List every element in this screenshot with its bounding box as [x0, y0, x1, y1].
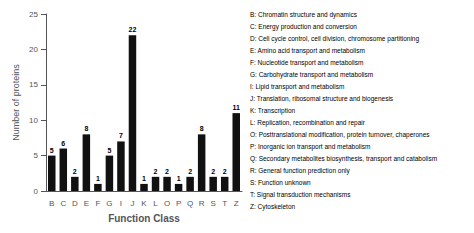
svg-text:D: Cell cycle control, cell di: D: Cell cycle control, cell division, ch…	[250, 35, 419, 43]
svg-text:0: 0	[34, 187, 39, 196]
svg-text:J: J	[130, 199, 134, 208]
svg-text:Z: Cytoskeleton: Z: Cytoskeleton	[250, 203, 296, 211]
svg-text:B: B	[49, 199, 54, 208]
svg-text:2: 2	[211, 168, 215, 175]
svg-text:22: 22	[129, 26, 137, 33]
svg-text:C: C	[60, 199, 66, 208]
svg-text:1: 1	[96, 175, 100, 182]
svg-text:5: 5	[107, 147, 111, 154]
svg-text:K: Transcription: K: Transcription	[250, 107, 296, 115]
svg-text:C: Energy production and conve: C: Energy production and conversion	[250, 23, 357, 31]
svg-text:F: Nucleotide transport and me: F: Nucleotide transport and metabolism	[250, 59, 363, 67]
svg-text:G: Carbohydrate transport and: G: Carbohydrate transport and metabolism	[250, 71, 373, 79]
svg-text:11: 11	[233, 104, 241, 111]
svg-text:1: 1	[177, 175, 181, 182]
svg-text:7: 7	[119, 132, 123, 139]
svg-text:8: 8	[200, 125, 204, 132]
svg-text:E: E	[84, 199, 89, 208]
svg-text:20: 20	[29, 45, 38, 54]
svg-text:I: Lipid transport and metabol: I: Lipid transport and metabolism	[250, 83, 344, 91]
svg-text:Q: Q	[187, 199, 193, 208]
svg-text:S: S	[211, 199, 216, 208]
svg-text:S: Function unknown: S: Function unknown	[250, 179, 311, 186]
svg-text:25: 25	[29, 10, 38, 19]
svg-text:F: F	[95, 199, 100, 208]
svg-text:8: 8	[84, 125, 88, 132]
svg-text:E: Amino acid transport and me: E: Amino acid transport and metabolism	[250, 47, 365, 55]
svg-text:5: 5	[34, 151, 39, 160]
svg-text:D: D	[72, 199, 78, 208]
svg-text:Number of proteins: Number of proteins	[11, 64, 21, 141]
svg-text:1: 1	[142, 175, 146, 182]
svg-text:G: G	[106, 199, 112, 208]
svg-text:5: 5	[50, 147, 54, 154]
svg-text:T: Signal transduction mechani: T: Signal transduction mechanisms	[250, 191, 351, 199]
svg-text:R: General function prediction: R: General function prediction only	[250, 167, 350, 175]
svg-text:10: 10	[29, 116, 38, 125]
svg-text:P: Inorganic ion transport and: P: Inorganic ion transport and metabolis…	[250, 143, 370, 151]
svg-text:B: Chromatin structure and dyn: B: Chromatin structure and dynamics	[250, 11, 358, 19]
svg-text:J: Translation, ribosomal stru: J: Translation, ribosomal structure and …	[250, 95, 394, 103]
svg-text:15: 15	[29, 80, 38, 89]
svg-text:R: R	[199, 199, 205, 208]
svg-text:Function Class: Function Class	[108, 213, 180, 224]
svg-text:T: T	[222, 199, 227, 208]
svg-text:P: P	[176, 199, 181, 208]
svg-text:L: L	[153, 199, 158, 208]
svg-text:2: 2	[223, 168, 227, 175]
svg-text:L: Replication, recombination: L: Replication, recombination and repair	[250, 119, 366, 127]
svg-text:Z: Z	[234, 199, 239, 208]
svg-text:I: I	[120, 199, 122, 208]
svg-text:O: O	[164, 199, 170, 208]
svg-text:2: 2	[154, 168, 158, 175]
svg-text:2: 2	[188, 168, 192, 175]
svg-text:2: 2	[165, 168, 169, 175]
svg-text:Q: Secondary metabolites biosy: Q: Secondary metabolites biosynthesis, t…	[250, 155, 437, 163]
svg-text:O: Posttranslational modificat: O: Posttranslational modification, prote…	[250, 131, 430, 139]
svg-text:K: K	[141, 199, 147, 208]
svg-text:2: 2	[73, 168, 77, 175]
svg-text:6: 6	[61, 140, 65, 147]
